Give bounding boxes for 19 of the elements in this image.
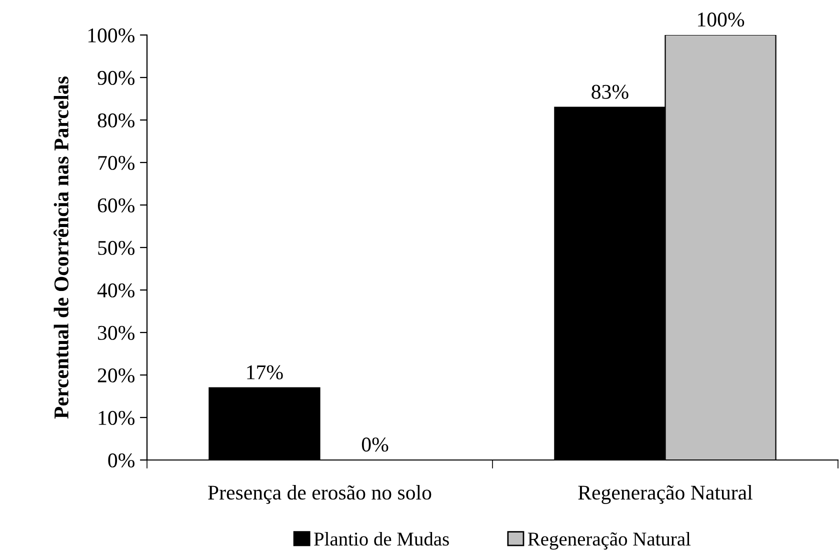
- data-label: 100%: [698, 12, 744, 27]
- y-tick-label: 80%: [98, 113, 134, 128]
- y-tick-label: 90%: [98, 70, 134, 85]
- y-tick-label: 10%: [98, 410, 134, 425]
- y-tick-label: 30%: [98, 326, 134, 340]
- y-tick-label: 50%: [98, 240, 134, 255]
- y-tick-label: 0%: [108, 453, 134, 468]
- y-tick-label: 20%: [98, 368, 134, 382]
- y-axis-title: Percentual de Ocorrência nas Parcelas: [54, 76, 69, 419]
- data-label: 17%: [247, 365, 283, 380]
- legend-label: Plantio de Mudas: [314, 532, 449, 546]
- y-tick-label: 70%: [98, 156, 134, 170]
- legend-label: Regeneração Natural: [528, 532, 691, 550]
- y-tick-label: 60%: [98, 198, 134, 212]
- x-tick-label: Presença de erosão no solo: [208, 485, 432, 504]
- data-label: 0%: [362, 438, 388, 452]
- y-tick-label: 40%: [97, 283, 134, 298]
- y-tick-label: 100%: [88, 28, 134, 42]
- data-label: 83%: [592, 84, 628, 99]
